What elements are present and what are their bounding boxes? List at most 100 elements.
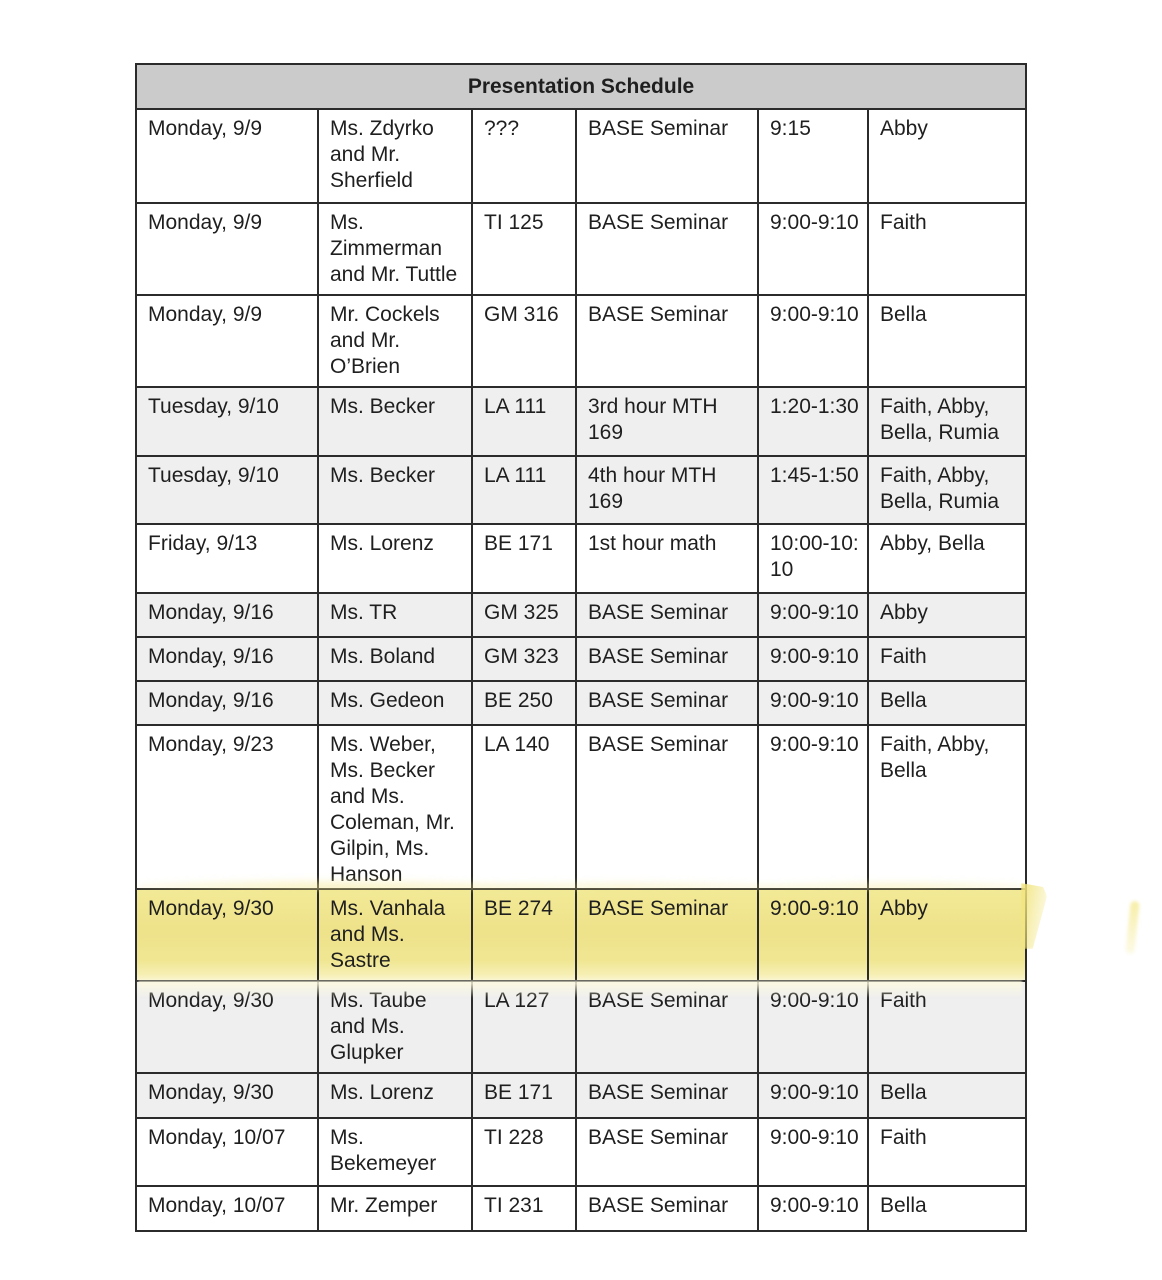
cell-date: Monday, 9/9 xyxy=(135,202,319,296)
cell-teachers: Ms. TR xyxy=(317,592,473,638)
cell-class: BASE Seminar xyxy=(575,680,759,726)
cell-class: BASE Seminar xyxy=(575,202,759,296)
cell-students: Abby xyxy=(866,108,1028,204)
cell-room: BE 274 xyxy=(471,888,577,982)
presentation-schedule-table: Presentation Schedule Monday, 9/9 Ms. Zdy… xyxy=(134,63,1028,1232)
cell-students: Faith xyxy=(866,980,1028,1074)
table-title: Presentation Schedule xyxy=(134,63,1028,110)
cell-date: Monday, 9/23 xyxy=(135,724,319,890)
cell-time: 9:00-9:10 xyxy=(757,1072,869,1119)
cell-class: BASE Seminar xyxy=(575,636,759,682)
cell-class: BASE Seminar xyxy=(575,980,759,1074)
table-title-row: Presentation Schedule xyxy=(134,63,1028,110)
cell-time: 9:00-9:10 xyxy=(757,724,869,890)
cell-time: 9:00-9:10 xyxy=(757,980,869,1074)
cell-class: BASE Seminar xyxy=(575,1185,759,1232)
cell-date: Monday, 9/30 xyxy=(135,980,319,1074)
cell-teachers: Ms. Becker xyxy=(317,455,473,525)
cell-date: Monday, 9/30 xyxy=(135,888,319,982)
cell-room: TI 228 xyxy=(471,1117,577,1187)
cell-teachers: Ms. Zdyrko and Mr. Sherfield xyxy=(317,108,473,204)
cell-students: Faith, Abby, Bella xyxy=(866,724,1028,890)
cell-students: Abby xyxy=(866,888,1028,982)
cell-teachers: Ms. Lorenz xyxy=(317,1072,473,1119)
cell-room: LA 140 xyxy=(471,724,577,890)
table-row: Monday, 9/16 Ms. Boland GM 323 BASE Seminar… xyxy=(135,636,1028,682)
cell-date: Tuesday, 9/10 xyxy=(135,455,319,525)
cell-room: GM 323 xyxy=(471,636,577,682)
cell-room: LA 111 xyxy=(471,455,577,525)
cell-teachers: Mr. Zemper xyxy=(317,1185,473,1232)
cell-date: Monday, 9/9 xyxy=(135,294,319,388)
cell-teachers: Ms. Becker xyxy=(317,386,473,457)
cell-room: GM 325 xyxy=(471,592,577,638)
cell-date: Monday, 9/30 xyxy=(135,1072,319,1119)
cell-room: LA 127 xyxy=(471,980,577,1074)
cell-class: BASE Seminar xyxy=(575,888,759,982)
cell-class: BASE Seminar xyxy=(575,294,759,388)
cell-date: Monday, 9/16 xyxy=(135,680,319,726)
cell-room: LA 111 xyxy=(471,386,577,457)
cell-date: Monday, 10/07 xyxy=(135,1117,319,1187)
cell-teachers: Ms. Bekemeyer xyxy=(317,1117,473,1187)
table-row: Monday, 9/9 Mr. Cockels and Mr. O’Brien GM… xyxy=(135,294,1028,388)
cell-students: Faith xyxy=(866,1117,1028,1187)
cell-teachers: Mr. Cockels and Mr. O’Brien xyxy=(317,294,473,388)
cell-time: 9:00-9:10 xyxy=(757,294,869,388)
cell-time: 1:20-1:30 xyxy=(757,386,869,457)
cell-time: 1:45-1:50 xyxy=(757,455,869,525)
table-row: Monday, 9/16 Ms. TR GM 325 BASE Seminar 9:00… xyxy=(135,592,1028,638)
cell-students: Bella xyxy=(866,1072,1028,1119)
cell-time: 9:00-9:10 xyxy=(757,592,869,638)
cell-teachers: Ms. Taube and Ms. Glupker xyxy=(317,980,473,1074)
cell-time: 9:00-9:10 xyxy=(757,680,869,726)
cell-date: Monday, 10/07 xyxy=(135,1185,319,1232)
cell-students: Faith, Abby, Bella, Rumia xyxy=(866,386,1028,457)
cell-class: 3rd hour MTH 169 xyxy=(575,386,759,457)
cell-room: BE 171 xyxy=(471,523,577,594)
cell-time: 10:00-10: 10 xyxy=(757,523,869,594)
cell-students: Bella xyxy=(866,680,1028,726)
cell-room: GM 316 xyxy=(471,294,577,388)
cell-students: Faith xyxy=(866,202,1028,296)
cell-teachers: Ms. Weber, Ms. Becker and Ms. Coleman, M… xyxy=(317,724,473,890)
cell-room: BE 250 xyxy=(471,680,577,726)
cell-time: 9:00-9:10 xyxy=(757,1117,869,1187)
cell-class: BASE Seminar xyxy=(575,1117,759,1187)
table-row: Monday, 9/30 Ms. Taube and Ms. Glupker LA … xyxy=(135,980,1028,1074)
cell-students: Bella xyxy=(866,294,1028,388)
cell-class: BASE Seminar xyxy=(575,592,759,638)
cell-date: Monday, 9/16 xyxy=(135,592,319,638)
cell-students: Faith xyxy=(866,636,1028,682)
cell-teachers: Ms. Vanhala and Ms. Sastre xyxy=(317,888,473,982)
table-row: Monday, 9/16 Ms. Gedeon BE 250 BASE Seminar… xyxy=(135,680,1028,726)
table-row: Monday, 9/30 Ms. Lorenz BE 171 BASE Seminar… xyxy=(135,1072,1028,1119)
table-row: Monday, 9/23 Ms. Weber, Ms. Becker and Ms… xyxy=(135,724,1028,890)
cell-teachers: Ms. Zimmerman and Mr. Tuttle xyxy=(317,202,473,296)
table-row: Monday, 9/30 Ms. Vanhala and Ms. Sastre BE… xyxy=(135,888,1028,982)
table-row: Monday, 9/9 Ms. Zdyrko and Mr. Sherfield?… xyxy=(135,108,1028,204)
table-row: Monday, 10/07 Mr. Zemper TI 231 BASE Semina… xyxy=(135,1185,1028,1232)
cell-room: BE 171 xyxy=(471,1072,577,1119)
cell-students: Bella xyxy=(866,1185,1028,1232)
cell-date: Monday, 9/9 xyxy=(135,108,319,204)
schedule-body: Presentation Schedule Monday, 9/9 Ms. Zdy… xyxy=(134,63,1028,1232)
cell-students: Abby, Bella xyxy=(866,523,1028,594)
cell-teachers: Ms. Lorenz xyxy=(317,523,473,594)
cell-teachers: Ms. Boland xyxy=(317,636,473,682)
cell-room: ??? xyxy=(471,108,577,204)
cell-class: 1st hour math xyxy=(575,523,759,594)
table-row: Monday, 10/07 Ms. Bekemeyer TI 228 BASE Sem… xyxy=(135,1117,1028,1187)
table-row: Tuesday, 9/10 Ms. Becker LA 111 4th hour MT… xyxy=(135,455,1028,525)
cell-time: 9:00-9:10 xyxy=(757,888,869,982)
cell-time: 9:00-9:10 xyxy=(757,636,869,682)
cell-room: TI 231 xyxy=(471,1185,577,1232)
cell-class: BASE Seminar xyxy=(575,724,759,890)
cell-time: 9:00-9:10 xyxy=(757,1185,869,1232)
table-row: Monday, 9/9 Ms. Zimmerman and Mr. Tuttle T… xyxy=(135,202,1028,296)
cell-students: Faith, Abby, Bella, Rumia xyxy=(866,455,1028,525)
cell-time: 9:15 xyxy=(757,108,869,204)
cell-time: 9:00-9:10 xyxy=(757,202,869,296)
cell-students: Abby xyxy=(866,592,1028,638)
cell-teachers: Ms. Gedeon xyxy=(317,680,473,726)
